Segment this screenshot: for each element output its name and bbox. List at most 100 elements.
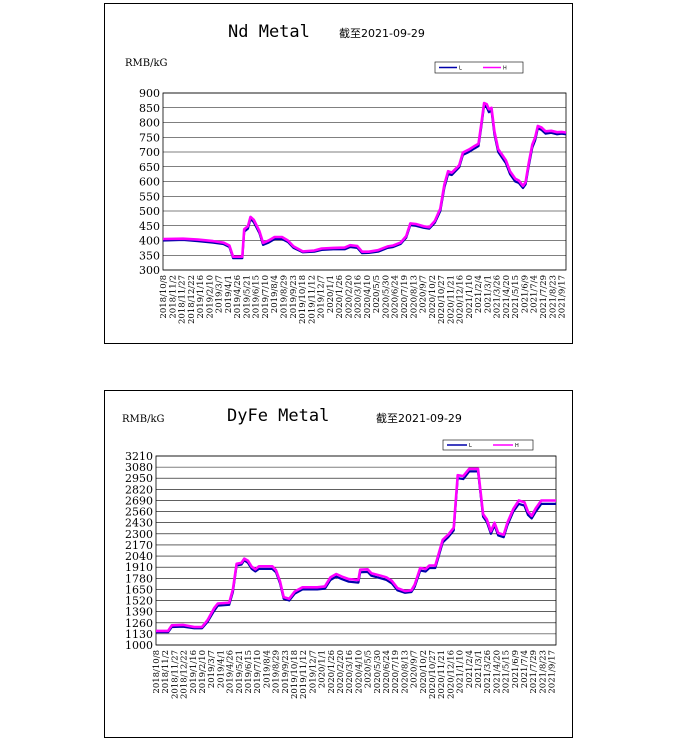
y-tick-label: 1650 (125, 583, 153, 596)
x-tick-label: 2019/11/12 (299, 650, 309, 699)
x-tick-label: 2020/1/26 (335, 275, 345, 319)
x-tick-label: 2021/6/9 (520, 275, 530, 313)
series-line-h (162, 101, 567, 258)
plot-frame (155, 455, 557, 646)
y-tick-label: 1130 (125, 628, 153, 641)
x-tick-label: 2019/8/4 (262, 650, 272, 688)
y-tick-label: 2170 (125, 539, 153, 552)
x-tick-label: 2019/12/7 (317, 275, 327, 319)
x-tick-label: 2018/10/8 (152, 650, 162, 694)
x-tick-label: 2019/7/10 (261, 275, 271, 319)
x-tick-label: 2019/7/10 (253, 650, 263, 694)
x-tick-label: 2019/4/26 (226, 650, 236, 694)
x-tick-label: 2021/4/20 (502, 275, 512, 319)
x-tick-label: 2020/9/7 (410, 650, 420, 688)
x-tick-label: 2021/3/1 (474, 650, 484, 688)
y-tick-label: 2950 (125, 472, 153, 485)
x-tick-label: 2019/11/12 (307, 275, 317, 324)
plot-area: 1000113012601390152016501780191020402170… (125, 450, 558, 699)
x-tick-label: 2019/4/26 (233, 275, 243, 319)
chart-legend: L H (442, 439, 534, 451)
x-tick-label: 2020/3/16 (354, 275, 364, 319)
x-tick-label: 2019/3/7 (215, 275, 225, 313)
x-tick-label: 2021/3/26 (493, 275, 503, 319)
y-tick-label: 700 (139, 146, 160, 159)
y-tick-label: 2560 (125, 506, 153, 519)
x-tick-label: 2021/6/9 (511, 650, 521, 688)
x-tick-label: 2020/5/5 (372, 275, 382, 313)
y-tick-label: 2430 (125, 517, 153, 530)
x-tick-label: 2020/5/30 (373, 650, 383, 694)
x-tick-label: 2019/9/23 (281, 650, 291, 694)
x-tick-label: 2018/12/22 (187, 275, 197, 324)
x-tick-label: 2021/7/4 (520, 650, 530, 688)
x-tick-label: 2020/2/20 (344, 275, 354, 319)
x-tick-label: 2020/12/16 (456, 275, 466, 324)
x-tick-label: 2020/5/30 (381, 275, 391, 319)
legend-label-l: L (469, 443, 472, 449)
legend-label-l: L (459, 66, 462, 72)
y-tick-label: 550 (139, 190, 160, 203)
y-tick-label: 2820 (125, 483, 153, 496)
x-tick-label: 2021/3/26 (483, 650, 493, 694)
y-tick-label: 1260 (125, 617, 153, 630)
chart-legend: L H (434, 61, 524, 74)
x-tick-label: 2021/9/17 (548, 650, 558, 694)
y-axis-unit: RMB/kG (125, 58, 168, 69)
legend-box (434, 61, 524, 74)
y-tick-label: 800 (139, 117, 160, 130)
x-tick-label: 2021/8/23 (548, 275, 558, 319)
x-tick-label: 2020/7/19 (400, 275, 410, 319)
x-tick-label: 2019/4/1 (224, 275, 234, 313)
legend-label-h: H (503, 66, 507, 72)
x-tick-label: 2021/4/20 (492, 650, 502, 694)
x-tick-label: 2021/7/29 (529, 650, 539, 694)
x-tick-label: 2019/8/29 (279, 275, 289, 319)
x-tick-label: 2020/10/2 (419, 650, 429, 694)
x-tick-label: 2020/5/5 (364, 650, 374, 688)
x-tick-label: 2019/8/29 (272, 650, 282, 694)
x-tick-label: 2020/6/24 (391, 275, 401, 319)
x-tick-label: 2021/2/4 (474, 275, 484, 313)
y-tick-label: 750 (139, 131, 160, 144)
x-tick-label: 2021/3/1 (483, 275, 493, 313)
y-tick-label: 2690 (125, 494, 153, 507)
x-tick-label: 2019/6/15 (244, 650, 254, 694)
y-tick-label: 600 (139, 176, 160, 189)
y-tick-label: 1390 (125, 606, 153, 619)
x-tick-label: 2020/6/24 (382, 650, 392, 694)
x-tick-label: 2019/3/7 (207, 650, 217, 688)
x-tick-label: 2019/12/7 (308, 650, 318, 694)
y-tick-label: 450 (139, 220, 160, 233)
legend-box (442, 439, 534, 451)
x-tick-label: 2020/2/20 (336, 650, 346, 694)
y-tick-label: 900 (139, 87, 160, 100)
x-tick-label: 2019/2/10 (205, 275, 215, 319)
chart-subtitle: 截至2021-09-29 (376, 411, 462, 425)
y-tick-label: 3080 (125, 461, 153, 474)
x-tick-label: 2020/1/1 (326, 275, 336, 313)
x-tick-label: 2019/10/18 (290, 650, 300, 699)
x-tick-label: 2020/8/13 (400, 650, 410, 694)
plot-area: 3003504004505005506006507007508008509002… (139, 87, 568, 324)
x-tick-label: 2021/1/10 (465, 275, 475, 319)
x-tick-label: 2018/11/27 (178, 275, 188, 324)
x-tick-label: 2019/10/18 (298, 275, 308, 324)
x-tick-label: 2018/12/22 (180, 650, 190, 699)
y-tick-label: 650 (139, 161, 160, 174)
chart-title: DyFe Metal (227, 406, 329, 426)
x-tick-label: 2020/10/27 (428, 650, 438, 699)
x-tick-label: 2018/11/27 (170, 650, 180, 699)
x-tick-label: 2019/1/16 (196, 275, 206, 319)
x-tick-label: 2020/1/1 (318, 650, 328, 688)
series-line-l (156, 470, 556, 634)
x-tick-label: 2019/5/21 (242, 275, 252, 319)
y-tick-label: 300 (139, 264, 160, 277)
x-tick-label: 2020/11/21 (437, 650, 447, 699)
x-tick-label: 2019/2/10 (198, 650, 208, 694)
y-tick-label: 850 (139, 102, 160, 115)
dyfe-metal-chart: DyFe Metal 截至2021-09-29 RMB/kG L H 1000 1… (104, 390, 573, 738)
legend-label-h: H (515, 443, 519, 449)
x-tick-label: 2020/9/7 (419, 275, 429, 313)
x-tick-label: 2019/5/21 (235, 650, 245, 694)
